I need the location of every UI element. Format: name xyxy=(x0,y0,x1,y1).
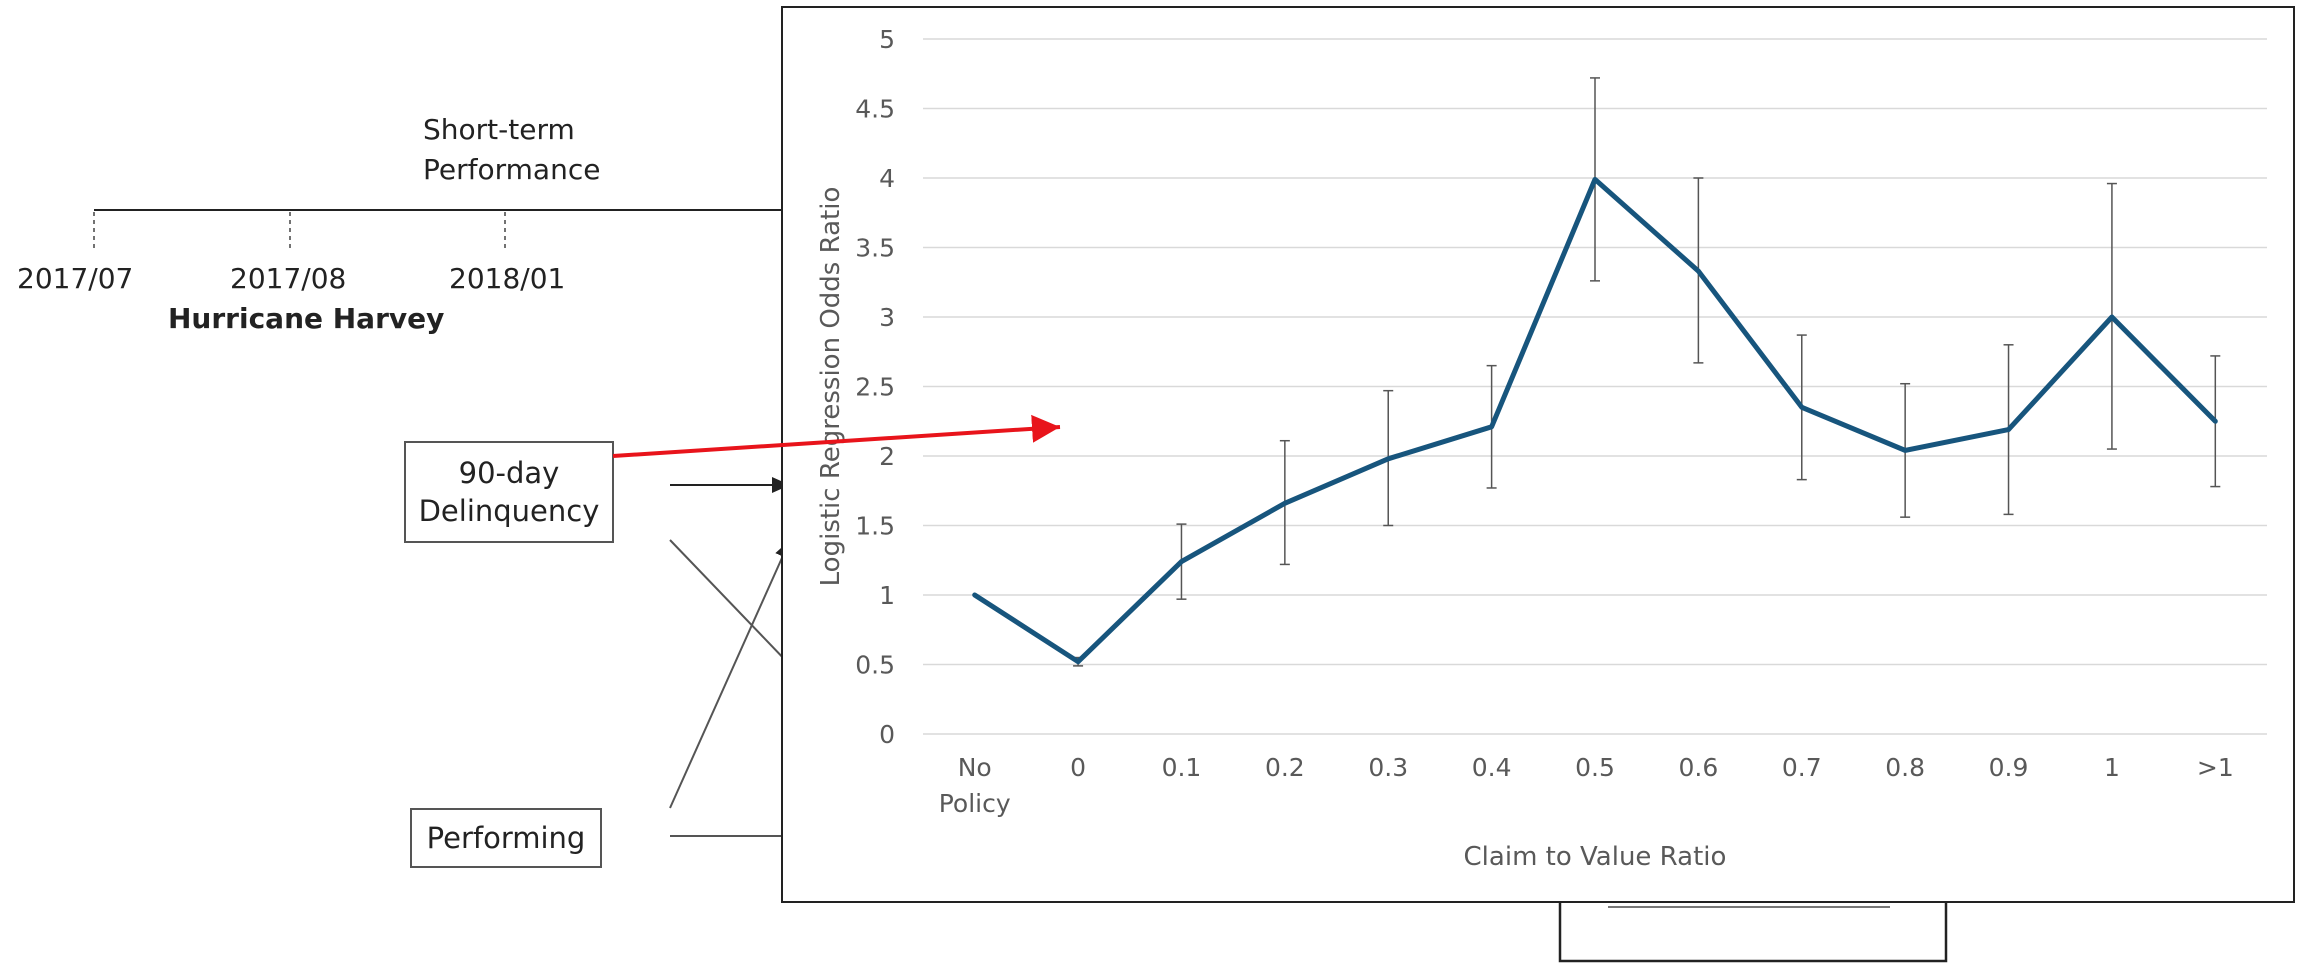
delinquency-line2: Delinquency xyxy=(418,494,600,528)
phase-label: Short-term Performance xyxy=(423,110,600,190)
y-tick-label: 4.5 xyxy=(855,95,895,124)
odds-ratio-chart: 0 0.5 1 1.5 2 2.5 3 3.5 4 4.5 5 No Policy 0 0.1 0.2 0.3… xyxy=(816,25,2267,872)
phase-label-line2: Performance xyxy=(423,153,601,186)
phase-label-line1: Short-term xyxy=(423,113,575,146)
x-tick-label: Policy xyxy=(939,789,1011,818)
timeline-date-2017-08: 2017/08 xyxy=(230,262,347,295)
x-tick-label: 0.1 xyxy=(1162,753,1202,782)
y-tick-label: 2.5 xyxy=(855,373,895,402)
x-tick-label: No xyxy=(958,753,992,782)
error-bars xyxy=(1073,77,2221,667)
x-tick-label: 0 xyxy=(1070,753,1086,782)
y-tick-label: 3 xyxy=(879,303,895,332)
y-tick-label: 1 xyxy=(879,581,895,610)
y-tick-label: 0 xyxy=(879,720,895,749)
delinquency-box: 90-day Delinquency xyxy=(404,441,614,543)
y-tick-label: 5 xyxy=(879,25,895,54)
y-tick-label: 3.5 xyxy=(855,234,895,263)
x-tick-label: 0.6 xyxy=(1679,753,1719,782)
performing-box: Performing xyxy=(410,808,602,868)
partial-box-bottom xyxy=(1558,893,1948,963)
x-tick-label: 0.8 xyxy=(1885,753,1925,782)
performing-label: Performing xyxy=(426,820,586,855)
series-line xyxy=(972,176,2218,665)
delinquency-line1: 90-day xyxy=(458,455,560,490)
x-tick-labels: No Policy 0 0.1 0.2 0.3 0.4 0.5 0.6 0.7 0.8 0.9 1 >1 xyxy=(939,753,2234,818)
y-tick-label: 1.5 xyxy=(855,512,895,541)
y-axis-title: Logistic Regression Odds Ratio xyxy=(816,187,846,587)
x-tick-label: 0.9 xyxy=(1989,753,2029,782)
y-tick-label: 2 xyxy=(879,442,895,471)
event-label: Hurricane Harvey xyxy=(168,302,445,335)
y-tick-label: 0.5 xyxy=(855,651,895,680)
timeline-date-2018-01: 2018/01 xyxy=(449,262,566,295)
chart-panel: 0 0.5 1 1.5 2 2.5 3 3.5 4 4.5 5 No Policy 0 0.1 0.2 0.3… xyxy=(781,6,2295,903)
x-tick-label: 0.2 xyxy=(1265,753,1305,782)
x-tick-label: >1 xyxy=(2197,753,2234,782)
timeline-date-2017-07: 2017/07 xyxy=(17,262,134,295)
y-tick-labels: 0 0.5 1 1.5 2 2.5 3 3.5 4 4.5 5 xyxy=(855,25,895,749)
x-tick-label: 0.3 xyxy=(1368,753,1408,782)
x-axis-title: Claim to Value Ratio xyxy=(1464,842,1727,872)
x-tick-label: 1 xyxy=(2104,753,2120,782)
flow-arrow-performing-up xyxy=(669,539,791,809)
x-tick-label: 0.4 xyxy=(1472,753,1512,782)
x-tick-label: 0.5 xyxy=(1575,753,1615,782)
flow-line-delinquency-down xyxy=(669,539,791,666)
y-tick-label: 4 xyxy=(879,164,895,193)
x-tick-label: 0.7 xyxy=(1782,753,1822,782)
